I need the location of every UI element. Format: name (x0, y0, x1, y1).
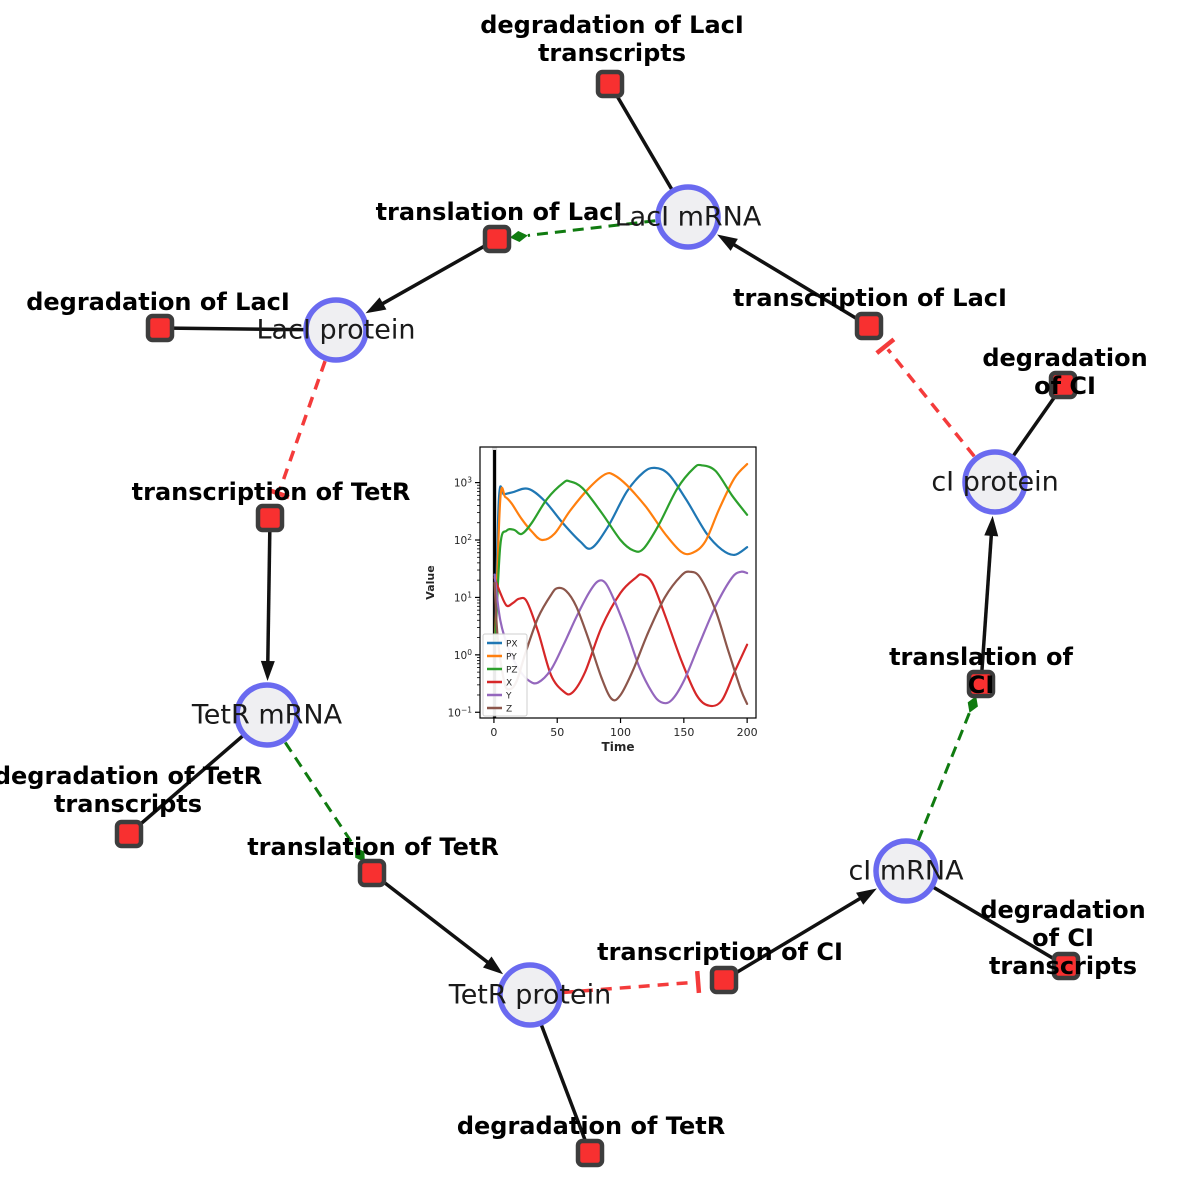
legend-label-Y: Y (505, 692, 512, 702)
series-PZ-line (494, 463, 749, 646)
series-PY-line (494, 463, 749, 639)
y-tick-exponent: 0 (467, 648, 472, 657)
x-tick-label: 50 (550, 726, 564, 739)
modifier-dashed-edge (527, 219, 656, 237)
arrowhead (717, 234, 738, 251)
inhibition-dashed-edge (562, 980, 695, 995)
transl-ci-reaction-node (966, 669, 996, 699)
product-edge (265, 517, 272, 670)
arrowhead (482, 956, 504, 975)
y-tick-label: 103 (454, 476, 472, 490)
modifier-dashed-edge (916, 712, 971, 841)
legend-label-Z: Z (506, 705, 512, 715)
arrowhead (260, 660, 275, 682)
timecourse-plot: 0 50 100 150 200Time10310210110010−1ValuePXP… (423, 437, 771, 767)
series-X-line (493, 573, 749, 708)
series-Y-line (493, 570, 749, 705)
x-axis-title: Time (602, 740, 635, 754)
y-tick-base: 10 (454, 478, 467, 490)
transl-laci-reaction-node (482, 224, 512, 254)
legend-label-PX: PX (506, 640, 518, 650)
y-tick-exponent: 1 (467, 590, 472, 599)
diamond-arrowhead (354, 847, 365, 863)
edge-transl-ci-to-ci-protein (979, 515, 999, 685)
edge-txn-laci-to-laci-mrna (717, 234, 870, 328)
deg-tetr-reaction-node (575, 1138, 605, 1168)
inhibition-tbar (694, 970, 702, 994)
inhibition-dashed-edge (278, 360, 327, 491)
y-tick-label: 102 (454, 533, 472, 547)
inhibition-tbar (267, 487, 290, 500)
txn-ci-reaction-node (709, 965, 739, 995)
legend-box (482, 633, 528, 717)
legend-label-X: X (506, 679, 512, 689)
y-tick-exponent: 2 (467, 533, 472, 542)
tetr-protein-species-node (497, 962, 563, 1028)
edge-ci-mrna-to-transl-ci (916, 696, 978, 841)
diamond-arrowhead (509, 231, 528, 242)
edge-txn-ci-to-ci-mrna (723, 888, 877, 982)
x-tick-label: 150 (673, 726, 694, 739)
edge-tetr-protein-to-txn-ci (562, 970, 702, 995)
edge-laci-protein-to-txn-tetr (267, 360, 327, 500)
deg-laci-transcripts-reaction-node (595, 69, 625, 99)
edge-ci-protein-to-txn-laci (875, 337, 976, 458)
laci-mrna-species-node (655, 184, 721, 250)
edge-txn-tetr-to-tetr-mrna (260, 517, 275, 682)
edge-tetr-mrna-to-transl-tetr (284, 741, 365, 863)
arrowhead (856, 888, 877, 905)
product-edge (370, 871, 495, 969)
y-tick-base: 10 (454, 650, 467, 662)
chart-legend: PX PY PZ XYZ (482, 633, 528, 717)
y-tick-exponent: 3 (467, 476, 472, 485)
inhibition-dashed-edge (886, 348, 976, 458)
y-tick-base: 10 (454, 535, 467, 547)
deg-ci-transcripts-reaction-node (1051, 951, 1081, 981)
ci-mrna-species-node (873, 838, 939, 904)
x-tick-label: 0 (490, 726, 497, 739)
laci-protein-species-node (303, 297, 369, 363)
legend-label-PY: PY (506, 653, 517, 663)
x-axis: 0 50 100 150 200 Time (490, 718, 758, 754)
y-tick-label: 10−1 (448, 705, 473, 719)
diamond-arrowhead (967, 696, 978, 713)
product-edge (726, 239, 870, 328)
arrowhead (365, 297, 387, 314)
y-tick-exponent: −1 (461, 705, 472, 714)
tetr-mrna-species-node (234, 682, 300, 748)
x-tick-label: 100 (610, 726, 631, 739)
product-edge (979, 527, 994, 685)
x-tick-label: 200 (737, 726, 758, 739)
inhibition-tbar (875, 337, 896, 355)
legend-label-PZ: PZ (506, 666, 518, 676)
product-edge (375, 237, 498, 309)
txn-laci-reaction-node (854, 311, 884, 341)
nodes-layer (114, 69, 1081, 1168)
edge-transl-tetr-to-tetr-protein (370, 871, 504, 975)
arrowhead (984, 515, 999, 537)
ci-protein-species-node (962, 449, 1028, 515)
deg-ci-reaction-node (1048, 370, 1078, 400)
y-tick-label: 101 (454, 590, 472, 604)
txn-tetr-reaction-node (255, 503, 285, 533)
edge-transl-laci-to-laci-protein (365, 237, 498, 314)
y-tick-base: 10 (448, 707, 461, 719)
product-edge (723, 893, 868, 982)
modifier-dashed-edge (284, 741, 357, 849)
axes-spines (479, 446, 757, 719)
y-axis-title: Value (424, 565, 437, 599)
deg-tetr-transcripts-reaction-node (114, 819, 144, 849)
series-PX-line (494, 466, 749, 639)
edge-laci-mrna-to-transl-laci (509, 219, 656, 242)
transl-tetr-reaction-node (357, 858, 387, 888)
y-tick-base: 10 (454, 592, 467, 604)
deg-laci-reaction-node (145, 313, 175, 343)
y-tick-label: 100 (454, 648, 472, 662)
